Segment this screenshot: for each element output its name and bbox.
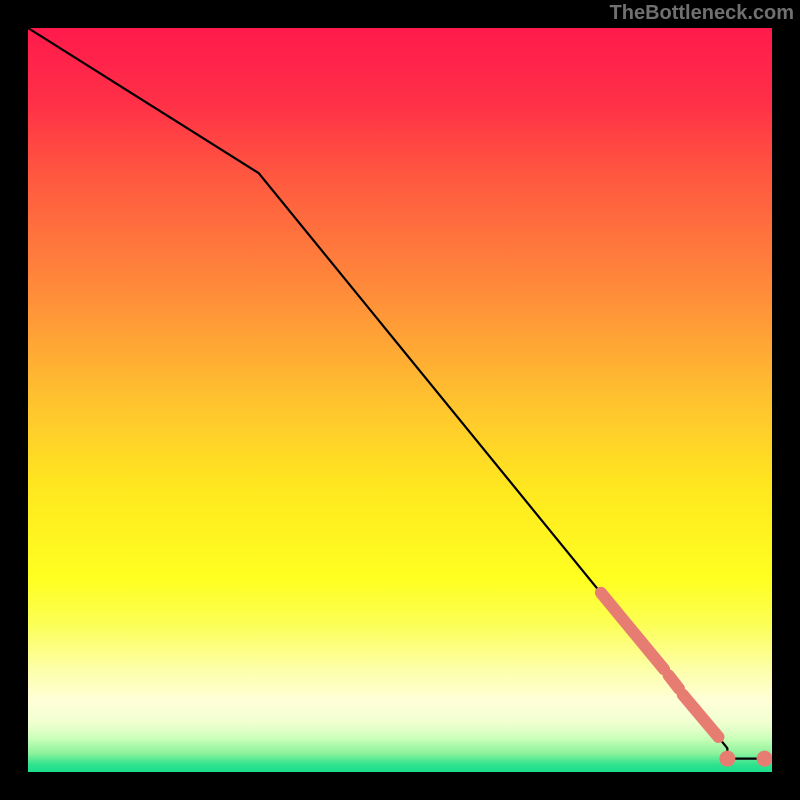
plot-area	[28, 28, 772, 772]
watermark-text: TheBottleneck.com	[610, 2, 794, 25]
marker-dot	[757, 751, 772, 767]
marker-dot	[719, 751, 735, 767]
chart-svg	[28, 28, 772, 772]
marker-bar	[669, 675, 679, 688]
chart-root: TheBottleneck.com	[0, 0, 800, 800]
